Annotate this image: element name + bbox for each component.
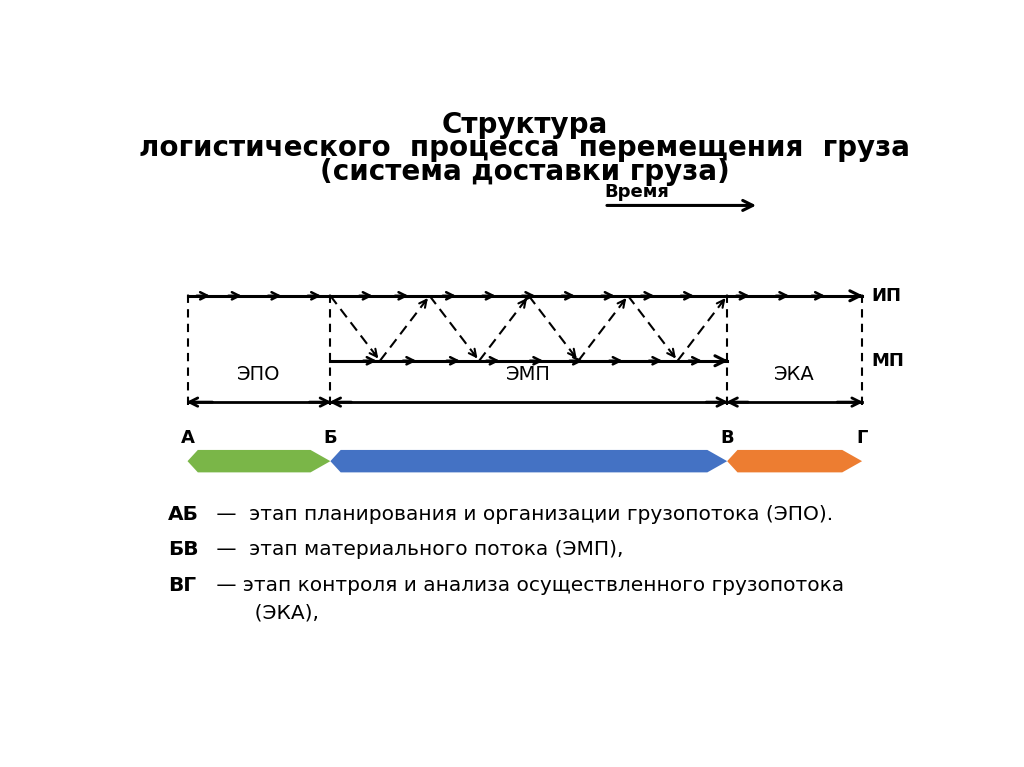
Polygon shape bbox=[727, 450, 862, 472]
Text: (система доставки груза): (система доставки груза) bbox=[319, 158, 730, 186]
Text: МП: МП bbox=[871, 352, 904, 370]
Text: АБ: АБ bbox=[168, 505, 199, 524]
Text: ЭКА: ЭКА bbox=[774, 365, 815, 384]
Text: БВ: БВ bbox=[168, 540, 199, 559]
Text: логистического  процесса  перемещения  груза: логистического процесса перемещения груз… bbox=[139, 134, 910, 162]
Text: (ЭКА),: (ЭКА), bbox=[210, 604, 318, 623]
Polygon shape bbox=[331, 450, 727, 472]
Polygon shape bbox=[187, 450, 331, 472]
Text: ИП: ИП bbox=[871, 287, 901, 304]
Text: Г: Г bbox=[856, 429, 867, 446]
Text: ЭПО: ЭПО bbox=[238, 365, 281, 384]
Text: Б: Б bbox=[324, 429, 337, 446]
Text: —  этап материального потока (ЭМП),: — этап материального потока (ЭМП), bbox=[210, 540, 624, 559]
Text: —  этап планирования и организации грузопотока (ЭПО).: — этап планирования и организации грузоп… bbox=[210, 505, 833, 524]
Text: — этап контроля и анализа осуществленного грузопотока: — этап контроля и анализа осуществленног… bbox=[210, 576, 844, 594]
Text: Структура: Структура bbox=[441, 110, 608, 139]
Text: В: В bbox=[720, 429, 734, 446]
Text: ЭМП: ЭМП bbox=[506, 365, 551, 384]
Text: Время: Время bbox=[604, 183, 669, 201]
Text: ВГ: ВГ bbox=[168, 576, 196, 594]
Text: А: А bbox=[180, 429, 195, 446]
